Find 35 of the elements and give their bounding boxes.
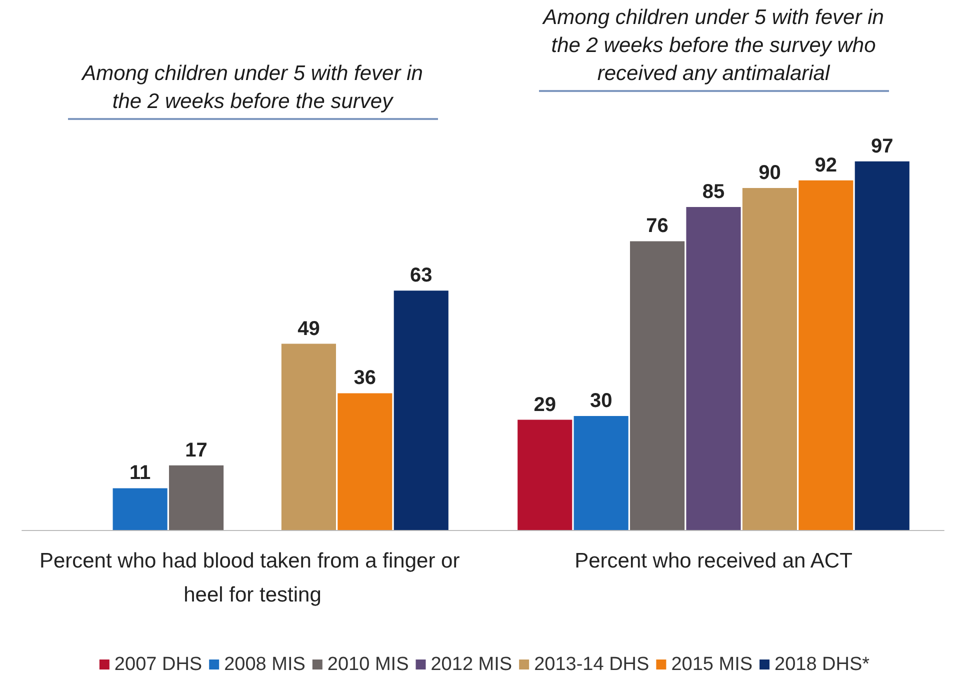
text: Among children under 5 with fever in the 2 weeks before the survey who received any antimalarial bbox=[538, 4, 888, 92]
data-label: 90 bbox=[758, 162, 781, 184]
bar bbox=[854, 161, 910, 530]
legend-label: 2008 MIS bbox=[224, 654, 306, 675]
legend-label: 2007 DHS bbox=[114, 654, 202, 675]
bar bbox=[394, 290, 448, 530]
legend-label: 2015 MIS bbox=[671, 654, 753, 675]
data-label: 36 bbox=[354, 367, 376, 390]
bar bbox=[742, 188, 797, 530]
bar bbox=[518, 420, 572, 530]
data-label: 76 bbox=[646, 215, 668, 238]
legend-label: 2012 MIS bbox=[430, 654, 512, 675]
x-tick-label: Percent who had blood taken from a finger or heel for testing bbox=[39, 550, 466, 606]
data-label: 11 bbox=[129, 462, 151, 484]
x-tick-label: Percent who received an ACT bbox=[574, 550, 853, 572]
data-label: 92 bbox=[814, 154, 838, 176]
data-label: 30 bbox=[590, 390, 612, 412]
legend-label: 2013-14 DHS bbox=[534, 654, 650, 675]
data-label: 85 bbox=[702, 181, 725, 203]
data-label: 97 bbox=[871, 135, 894, 158]
data-label: 63 bbox=[410, 264, 432, 287]
data-label: 29 bbox=[534, 394, 556, 416]
bar bbox=[112, 488, 168, 530]
bar bbox=[798, 180, 854, 530]
data-label: 49 bbox=[298, 318, 320, 340]
bar bbox=[686, 207, 741, 530]
text: Among children under 5 with fever in the 2 weeks before the survey bbox=[68, 60, 438, 120]
legend-label: 2018 DHS* bbox=[774, 654, 870, 675]
bar bbox=[338, 393, 392, 530]
bar bbox=[169, 465, 224, 530]
bar bbox=[630, 241, 685, 530]
data-label: 17 bbox=[185, 439, 208, 462]
bar bbox=[281, 344, 336, 530]
bar bbox=[574, 416, 628, 530]
legend-label: 2010 MIS bbox=[327, 654, 409, 675]
